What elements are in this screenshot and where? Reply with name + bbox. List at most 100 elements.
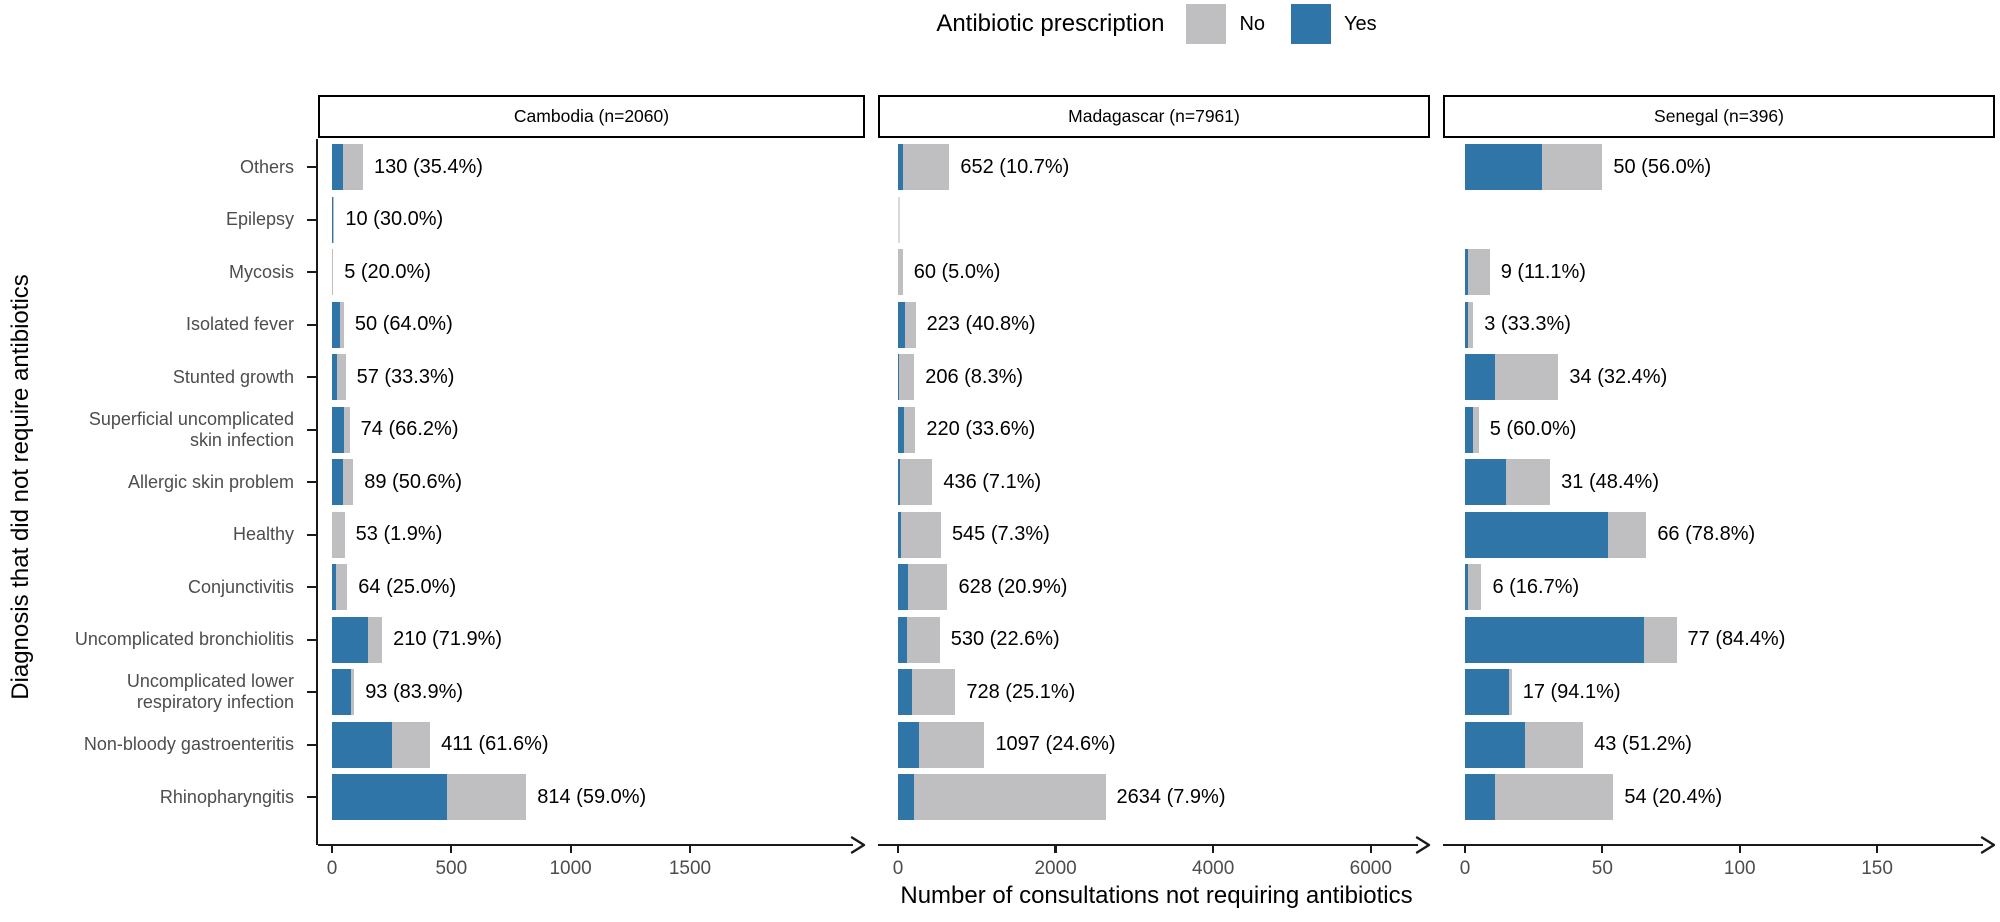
bar-row-cambodia [332,354,346,401]
y-axis-tick [307,376,316,379]
x-tick-label: 6000 [1349,858,1392,879]
y-axis-tick [307,533,316,536]
bar-segment-no [332,511,345,558]
legend: Antibiotic prescription No Yes [318,2,1995,46]
bar-value-label: 5 (60.0%) [1489,418,1577,441]
bar-segment-yes [332,616,369,663]
bar-segment-yes [332,564,336,611]
bar-sliver [898,196,900,243]
bar-segment-yes [1465,144,1542,191]
legend-no-swatch-icon [1186,4,1227,44]
x-tick [1601,846,1604,853]
y-axis-tick [307,796,316,799]
bar-value-label: 5 (20.0%) [344,260,431,283]
bar-segment-no [350,669,355,716]
y-category-label-text: Non-bloody gastroenteritis [83,734,294,755]
y-category-label-text: Epilepsy [225,209,294,230]
bar-segment-yes [1465,669,1509,716]
y-axis-tick [307,638,316,641]
bar-row-madagascar [898,721,985,768]
x-axis-arrow-icon [849,835,867,855]
bar-row-madagascar [898,564,948,611]
legend-yes-label: Yes [1344,12,1377,35]
bar-row-cambodia [332,249,334,296]
y-category-label-text: Others [239,156,294,177]
bar-segment-no [914,774,1106,821]
bar-segment-yes [1465,564,1468,611]
bar-segment-yes [898,511,902,558]
y-category-label-text: Healthy [232,524,294,545]
bar-value-label: 74 (66.2%) [360,418,459,441]
y-category-label-text: Mycosis [228,261,294,282]
bar-segment-yes [332,196,333,243]
bar-segment-no [1506,459,1551,506]
facet-title-text: Cambodia (n=2060) [513,106,670,126]
bar-row-cambodia [332,196,335,243]
y-category-label: Stunted growth [0,351,304,404]
x-tick-label: 0 [892,858,904,879]
bar-row-madagascar [898,669,956,716]
bar-row-madagascar [898,249,903,296]
bar-value-label: 728 (25.1%) [966,680,1076,703]
bar-segment-no [1643,616,1677,663]
bar-segment-yes [1465,459,1507,506]
bar-row-madagascar [898,406,916,453]
bar-segment-no [1467,249,1490,296]
x-axis-line-cambodia [318,843,853,847]
bar-segment-no [1467,301,1474,348]
bar-row-madagascar [898,616,940,663]
bar-value-label: 77 (84.4%) [1687,628,1786,651]
bar-segment-no [905,301,916,348]
x-tick [330,846,334,853]
y-category-label: Epilepsy [0,194,304,247]
bar-segment-no [342,144,363,191]
bar-segment-no [1473,406,1479,453]
y-axis-tick [307,271,316,274]
facet-title-text: Senegal (n=396) [1654,106,1784,126]
y-category-label-text: Uncomplicated lower respiratory infectio… [126,671,294,713]
bar-value-label: 652 (10.7%) [960,155,1070,178]
y-axis-tick [307,691,316,694]
bar-value-label: 66 (78.8%) [1657,523,1756,546]
x-tick [1876,846,1879,853]
bar-segment-yes [898,721,920,768]
bar-segment-yes [332,721,393,768]
bar-value-label: 57 (33.3%) [356,365,455,388]
bar-row-senegal [1465,564,1482,611]
bar-value-label: 411 (61.6%) [441,733,549,756]
x-axis-line-madagascar [878,843,1418,847]
bar-value-label: 50 (64.0%) [354,313,453,336]
bar-segment-no [1525,721,1584,768]
bar-segment-yes [898,301,906,348]
bar-segment-yes [898,564,909,611]
bar-value-label: 814 (59.0%) [537,785,647,808]
bar-value-label: 628 (20.9%) [958,575,1068,598]
bar-segment-yes [1465,406,1474,453]
x-tick [688,846,692,853]
y-category-label-text: Stunted growth [172,366,294,387]
bar-row-madagascar [898,459,933,506]
bar-row-madagascar [898,301,916,348]
facet-title-cambodia: Cambodia (n=2060) [318,95,865,138]
bar-segment-no [912,669,956,716]
bar-segment-yes [1465,511,1608,558]
y-category-label: Rhinopharyngitis [0,771,304,824]
bar-value-label: 2634 (7.9%) [1116,785,1226,808]
bar-value-label: 17 (94.1%) [1522,680,1621,703]
bar-value-label: 220 (33.6%) [926,418,1036,441]
x-tick-label: 1500 [668,858,712,879]
x-tick [896,846,900,853]
bar-value-label: 130 (35.4%) [374,155,483,178]
bar-value-label: 3 (33.3%) [1484,313,1571,336]
bar-row-cambodia [332,616,383,663]
y-category-label: Conjunctivitis [0,561,304,614]
bar-segment-yes [898,144,904,191]
y-category-label: Others [0,141,304,194]
y-category-label: Uncomplicated bronchiolitis [0,614,304,667]
bar-segment-no [332,249,334,296]
bar-row-cambodia [332,301,344,348]
y-category-label: Mycosis [0,246,304,299]
bar-value-label: 10 (30.0%) [345,208,444,231]
y-axis-tick [307,218,316,221]
bar-segment-yes [898,774,915,821]
